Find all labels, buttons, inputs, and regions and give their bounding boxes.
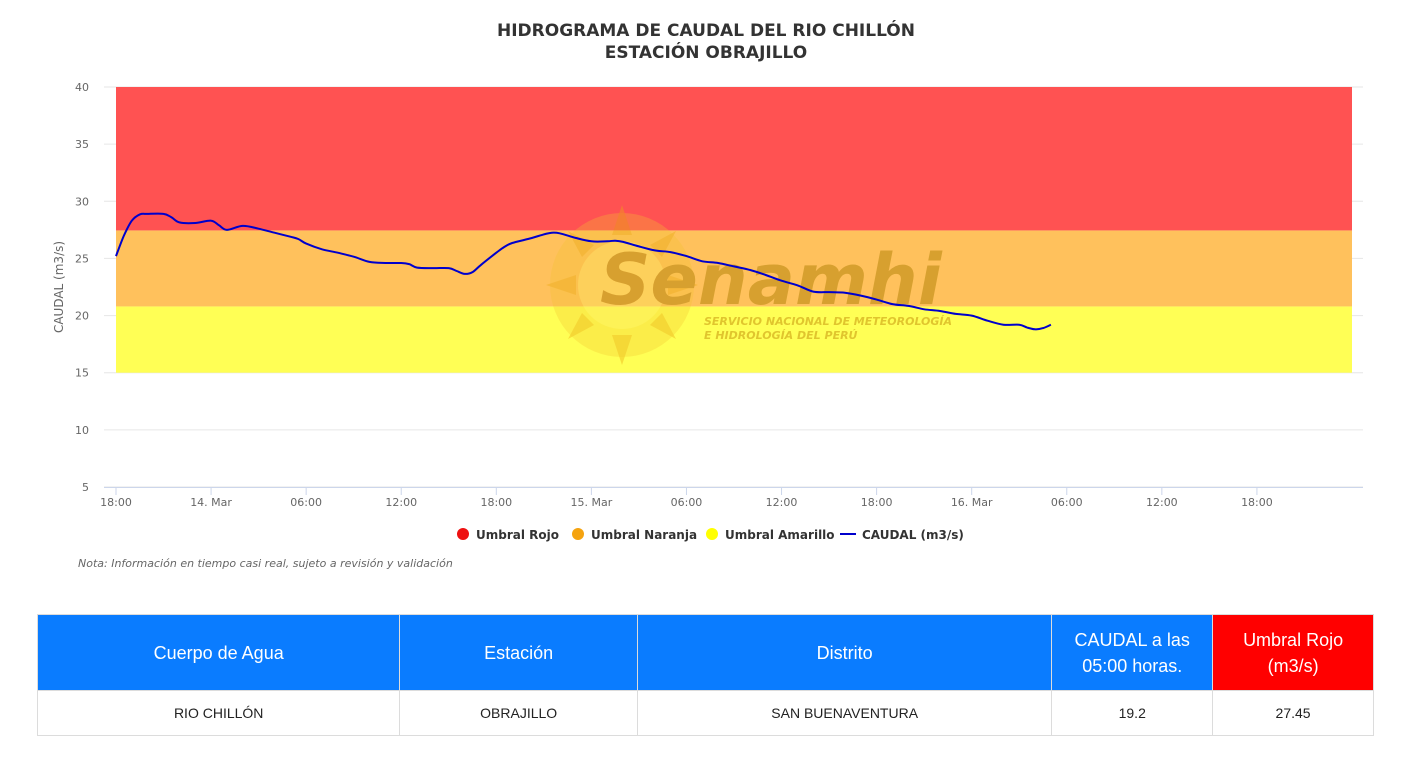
y-axis-title: CAUDAL (m3/s) <box>52 241 66 333</box>
header-umbral-rojo: Umbral Rojo (m3/s) <box>1212 614 1374 691</box>
x-tick-label: 18:00 <box>861 496 893 509</box>
cell-distrito: SAN BUENAVENTURA <box>636 690 1053 736</box>
y-tick-label: 20 <box>75 310 89 323</box>
legend-label: Umbral Naranja <box>591 528 697 542</box>
cell-cuerpo-de-agua: RIO CHILLÓN <box>36 690 401 736</box>
header-cuerpo-de-agua: Cuerpo de Agua <box>36 614 401 691</box>
caudal-series-line <box>115 212 1052 331</box>
y-tick-label: 10 <box>75 424 89 437</box>
watermark-brand: Senamhi <box>600 239 943 321</box>
legend-item-umbral-rojo[interactable]: Umbral Rojo <box>457 528 559 542</box>
legend-label: CAUDAL (m3/s) <box>862 528 964 542</box>
x-tick-label: 12:00 <box>1146 496 1178 509</box>
cell-estacion: OBRAJILLO <box>399 690 638 736</box>
table-row: RIO CHILLÓN OBRAJILLO SAN BUENAVENTURA 1… <box>36 690 1374 736</box>
chart-plot: Senamhi SERVICIO NACIONAL DE METEOROLOGÍ… <box>52 81 1363 542</box>
legend-item-caudal[interactable]: CAUDAL (m3/s) <box>840 528 964 542</box>
y-tick-label: 15 <box>75 367 89 380</box>
legend-item-umbral-naranja[interactable]: Umbral Naranja <box>572 528 697 542</box>
legend-item-umbral-amarillo[interactable]: Umbral Amarillo <box>706 528 835 542</box>
band-umbral-amarillo <box>116 306 1352 373</box>
x-tick-label: 14. Mar <box>190 496 232 509</box>
x-tick-label: 18:00 <box>480 496 512 509</box>
legend: Umbral Rojo Umbral Naranja Umbral Amaril… <box>457 528 964 542</box>
x-tick-label: 12:00 <box>766 496 798 509</box>
sun-logo-icon <box>546 205 698 365</box>
legend-label: Umbral Amarillo <box>725 528 835 542</box>
station-table: Cuerpo de Agua Estación Distrito CAUDAL … <box>36 614 1374 736</box>
threshold-bands <box>116 87 1352 373</box>
x-tick-label: 06:00 <box>290 496 322 509</box>
y-tick-label: 5 <box>82 481 89 494</box>
header-estacion: Estación <box>399 614 638 691</box>
x-tick-label: 15. Mar <box>571 496 613 509</box>
hydrograph-chart: HIDROGRAMA DE CAUDAL DEL RIO CHILLÓN EST… <box>0 20 1412 570</box>
x-tick-label: 16. Mar <box>951 496 993 509</box>
axes: 40 35 30 25 20 15 10 5 18:00 14. Mar 06:00 12:00 18:… <box>75 81 1363 509</box>
x-tick-label: 06:00 <box>671 496 703 509</box>
x-tick-label: 18:00 <box>100 496 132 509</box>
y-tick-label: 25 <box>75 252 89 265</box>
watermark-line1: SERVICIO NACIONAL DE METEOROLOGÍA <box>704 315 952 328</box>
y-tick-label: 40 <box>75 81 89 94</box>
y-tick-label: 30 <box>75 195 89 208</box>
band-umbral-rojo <box>116 87 1352 231</box>
header-distrito: Distrito <box>636 614 1053 691</box>
x-tick-label: 06:00 <box>1051 496 1083 509</box>
chart-title: HIDROGRAMA DE CAUDAL DEL RIO CHILLÓN <box>496 21 915 41</box>
legend-label: Umbral Rojo <box>476 528 559 542</box>
cell-caudal: 19.2 <box>1051 690 1214 736</box>
chart-subtitle: ESTACIÓN OBRAJILLO <box>604 43 808 63</box>
senamhi-watermark: Senamhi SERVICIO NACIONAL DE METEOROLOGÍ… <box>546 205 952 365</box>
x-tick-label: 12:00 <box>385 496 417 509</box>
cell-umbral-rojo: 27.45 <box>1212 690 1374 736</box>
table-header-row: Cuerpo de Agua Estación Distrito CAUDAL … <box>36 614 1374 691</box>
watermark-line2: E HIDROLOGÍA DEL PERÚ <box>704 329 858 342</box>
chart-title-block: HIDROGRAMA DE CAUDAL DEL RIO CHILLÓN EST… <box>0 20 1412 64</box>
header-caudal: CAUDAL a las 05:00 horas. <box>1051 614 1214 691</box>
x-tick-label: 18:00 <box>1241 496 1273 509</box>
y-tick-label: 35 <box>75 138 89 151</box>
band-umbral-naranja <box>116 230 1352 307</box>
chart-note: Nota: Información en tiempo casi real, s… <box>78 557 453 570</box>
